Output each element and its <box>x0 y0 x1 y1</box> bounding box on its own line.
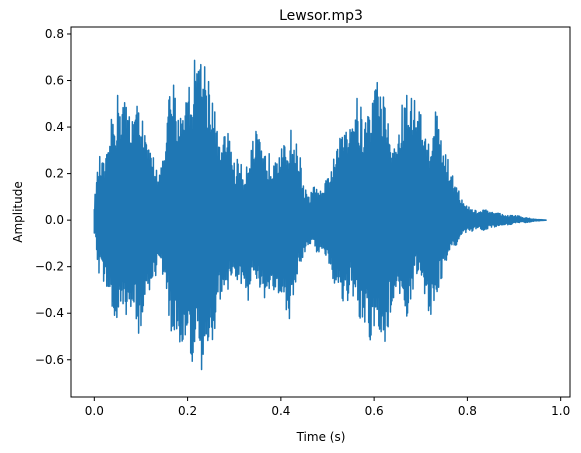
x-axis: 0.0 0.2 0.4 0.6 0.8 1.0 <box>85 397 570 418</box>
y-tick-label: −0.2 <box>35 260 64 274</box>
x-tick-label: 0.2 <box>178 404 197 418</box>
x-tick-label: 0.8 <box>458 404 477 418</box>
x-tick-label: 0.0 <box>85 404 104 418</box>
y-tick-label: 0.2 <box>45 167 64 181</box>
x-axis-label: Time (s) <box>296 430 346 444</box>
plot-frame <box>70 26 571 398</box>
x-tick-label: 0.4 <box>271 404 290 418</box>
waveform-line <box>93 59 547 371</box>
y-tick-label: −0.4 <box>35 306 64 320</box>
y-tick-label: 0.4 <box>45 120 64 134</box>
y-tick-label: 0.6 <box>45 74 64 88</box>
y-axis: −0.6 −0.4 −0.2 0.0 0.2 0.4 0.6 0.8 <box>35 27 71 367</box>
y-tick-label: −0.6 <box>35 353 64 367</box>
y-tick-label: 0.0 <box>45 213 64 227</box>
x-tick-label: 1.0 <box>551 404 570 418</box>
chart-title: Lewsor.mp3 <box>279 8 363 24</box>
x-tick-label: 0.6 <box>365 404 384 418</box>
y-tick-label: 0.8 <box>45 27 64 41</box>
plot-area <box>70 26 571 398</box>
y-axis-label: Amplitude <box>11 181 25 243</box>
waveform-series <box>93 59 547 371</box>
